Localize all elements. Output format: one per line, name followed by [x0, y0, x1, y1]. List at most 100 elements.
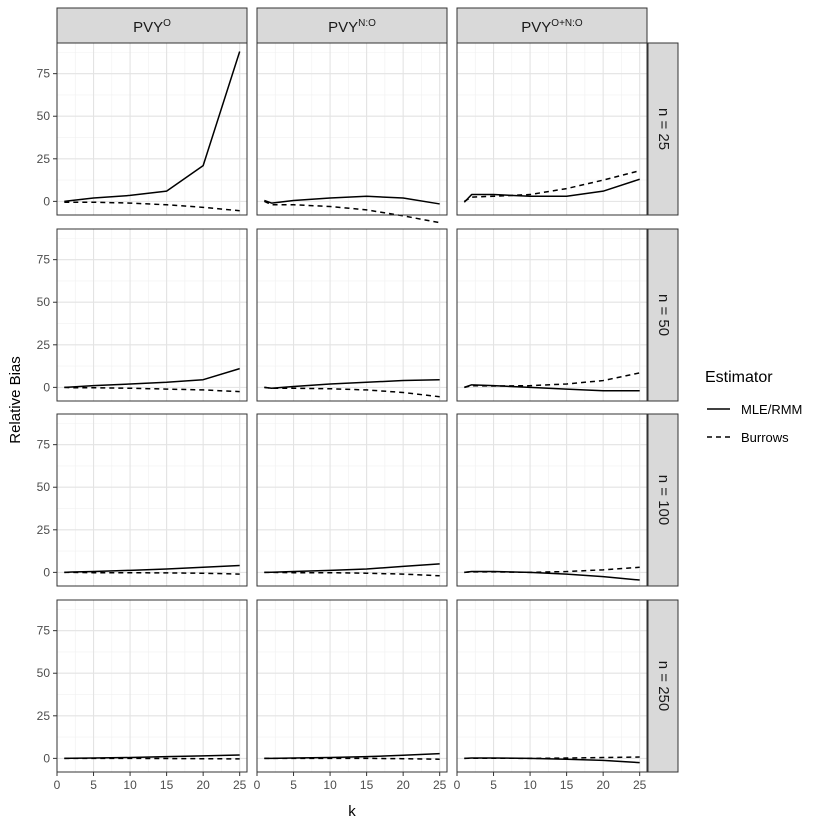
panel-border	[56, 42, 248, 216]
x-tick-label: 5	[490, 778, 497, 792]
facet-panel	[456, 413, 648, 587]
panel-background	[457, 600, 647, 772]
legend-title: Estimator	[705, 369, 773, 386]
series-line-burrows	[64, 386, 240, 393]
facet-strip-label-superscript: N:O	[358, 18, 376, 29]
facet-strip-row-label: n = 100	[655, 475, 672, 525]
facet-strip-label-base: PVY	[133, 19, 163, 36]
facet-panel	[56, 42, 248, 216]
y-tick-label: 50	[37, 480, 51, 494]
y-tick-label: 0	[43, 194, 50, 208]
panel-border	[56, 228, 248, 402]
y-tick-label: 25	[37, 709, 51, 723]
facet-strip-row-label: n = 50	[655, 294, 672, 336]
x-tick-label: 20	[596, 778, 610, 792]
x-tick-label: 0	[54, 778, 61, 792]
x-tick-label: 20	[396, 778, 410, 792]
facet-panel	[56, 413, 248, 587]
facet-strip-column	[56, 7, 248, 44]
facet-strip-row	[647, 413, 679, 587]
panel-background	[257, 229, 447, 401]
panel-border	[456, 42, 648, 216]
panel-border	[456, 228, 648, 402]
facet-strip-row-label: n = 250	[655, 661, 672, 711]
x-tick-label: 0	[254, 778, 261, 792]
x-tick-label: 10	[523, 778, 537, 792]
y-tick-label: 25	[37, 338, 51, 352]
facet-strip-label-superscript: O+N:O	[551, 18, 583, 29]
series-line-burrows	[464, 756, 640, 760]
panel-border	[56, 413, 248, 587]
series-line-burrows	[464, 372, 640, 389]
panel-border	[256, 42, 448, 216]
x-tick-label: 25	[233, 778, 247, 792]
facet-panel	[456, 42, 648, 216]
facet-strip-column	[256, 7, 448, 44]
series-line-mle-rmm	[264, 563, 440, 574]
facet-strip-row	[647, 228, 679, 402]
facet-panel	[456, 228, 648, 402]
panel-border	[56, 599, 248, 773]
panel-border	[256, 228, 448, 402]
x-tick-label: 5	[90, 778, 97, 792]
legend: Estimator MLE/RMM Burrows	[705, 369, 802, 445]
series-line-burrows	[264, 386, 440, 398]
series-line-burrows	[64, 571, 240, 575]
y-tick-label: 0	[43, 751, 50, 765]
y-tick-label: 75	[37, 67, 51, 81]
facet-panel	[56, 228, 248, 402]
series-line-mle-rmm	[464, 384, 640, 392]
panel-background	[257, 414, 447, 586]
panel-background	[57, 229, 247, 401]
series-line-burrows	[463, 169, 640, 203]
legend-entry-label: Burrows	[741, 430, 789, 445]
series-line-burrows	[263, 200, 440, 224]
x-tick-label: 10	[323, 778, 337, 792]
x-tick-label: 20	[196, 778, 210, 792]
facet-panel	[456, 599, 648, 773]
panel-background	[57, 43, 247, 215]
facet-panel	[256, 42, 448, 224]
facet-strip-row-label: n = 25	[655, 108, 672, 150]
facet-strip-row	[647, 599, 679, 773]
series-line-mle-rmm	[64, 367, 240, 389]
facet-strip-column-label: PVYN:O	[328, 18, 376, 36]
y-tick-label: 50	[37, 109, 51, 123]
y-tick-label: 75	[37, 624, 51, 638]
y-tick-label: 75	[37, 253, 51, 267]
panel-border	[256, 413, 448, 587]
panel-border	[456, 599, 648, 773]
y-tick-label: 50	[37, 666, 51, 680]
panel-background	[457, 43, 647, 215]
panel-background	[257, 600, 447, 772]
facet-strip-column-label: PVYO+N:O	[521, 18, 583, 36]
series-line-mle-rmm	[64, 564, 240, 574]
x-tick-label: 15	[560, 778, 574, 792]
legend-entry-label: MLE/RMM	[741, 402, 802, 417]
series-line-mle-rmm	[264, 752, 440, 760]
panel-background	[457, 414, 647, 586]
panel-background	[257, 43, 447, 215]
series-line-mle-rmm	[463, 178, 640, 203]
series-line-burrows	[64, 757, 240, 760]
facet-strip-row	[647, 42, 679, 216]
facet-strip-label-base: PVY	[328, 19, 358, 36]
panel-border	[256, 599, 448, 773]
y-tick-label: 75	[37, 438, 51, 452]
panel-background	[57, 414, 247, 586]
y-axis-title: Relative Bias	[7, 356, 24, 444]
series-line-burrows	[464, 566, 640, 574]
panel-background	[457, 229, 647, 401]
facet-panel	[56, 599, 248, 773]
facet-strip-label-base: PVY	[521, 19, 551, 36]
y-tick-label: 0	[43, 565, 50, 579]
series-line-mle-rmm	[264, 195, 440, 205]
series-line-mle-rmm	[64, 51, 241, 203]
facet-panel	[256, 599, 448, 773]
series-line-burrows	[264, 757, 440, 760]
x-tick-label: 15	[160, 778, 174, 792]
panel-border	[456, 413, 648, 587]
facet-panel	[256, 228, 448, 402]
x-tick-label: 15	[360, 778, 374, 792]
